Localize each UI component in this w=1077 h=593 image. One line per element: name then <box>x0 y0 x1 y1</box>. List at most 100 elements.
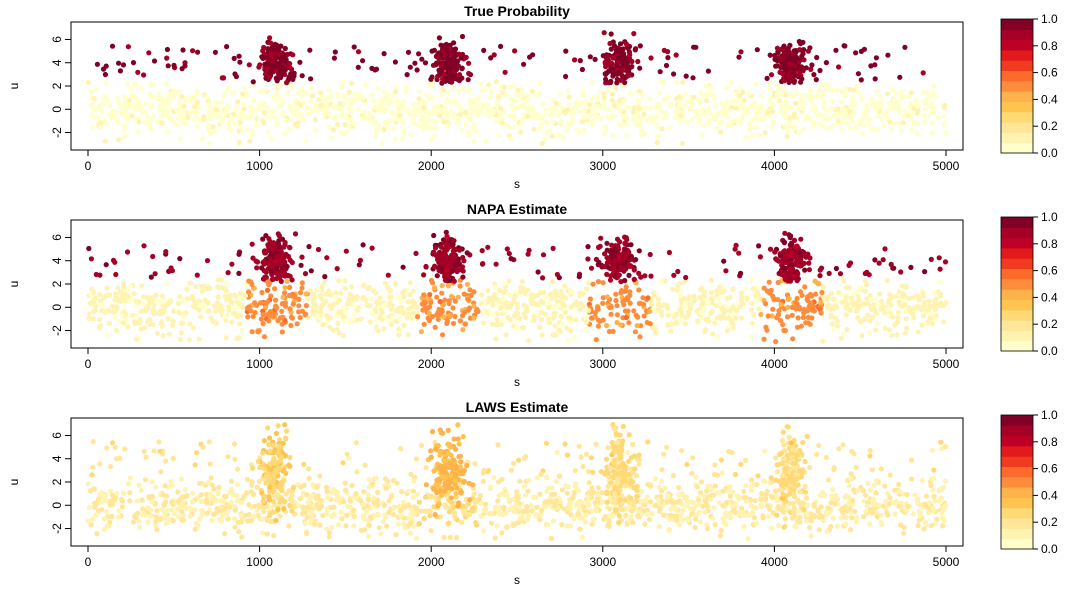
upper-point <box>324 255 330 261</box>
cluster-point <box>442 277 448 283</box>
band-point <box>511 112 517 118</box>
upper-point <box>648 55 654 61</box>
cluster-point <box>282 242 288 248</box>
band-point <box>435 109 441 115</box>
band-point <box>106 320 112 326</box>
band-point <box>586 114 592 120</box>
band-point <box>380 518 386 525</box>
band-point <box>929 120 935 126</box>
band-point <box>450 305 456 311</box>
band-point <box>801 310 807 316</box>
band-point <box>819 82 826 88</box>
upper-point <box>891 265 897 271</box>
band-point <box>511 296 517 302</box>
upper-point <box>93 271 99 278</box>
cluster-point <box>792 244 798 250</box>
upper-point <box>872 257 878 263</box>
band-point <box>110 309 116 315</box>
x-axis-label: s <box>514 375 520 389</box>
band-point <box>441 314 447 320</box>
band-point <box>135 129 141 135</box>
band-point <box>703 326 709 333</box>
band-point <box>850 95 856 101</box>
cluster-point <box>805 48 812 54</box>
band-point <box>224 108 230 115</box>
y-tick-label: -2 <box>50 127 64 138</box>
cluster-point <box>434 273 440 279</box>
band-point <box>372 133 379 139</box>
cluster-point <box>622 278 628 284</box>
upper-point <box>357 257 363 263</box>
band-point <box>381 99 387 106</box>
cluster-point <box>798 257 804 263</box>
band-point <box>682 103 688 109</box>
cluster-point <box>449 268 455 274</box>
cluster-point <box>443 75 449 81</box>
cluster-point <box>618 77 624 83</box>
band-point <box>741 488 747 495</box>
cluster-point <box>604 271 610 277</box>
band-point <box>299 113 305 119</box>
band-point <box>631 308 637 314</box>
band-point <box>86 311 92 317</box>
band-point <box>922 118 928 124</box>
band-point <box>753 293 759 299</box>
band-point <box>699 132 705 138</box>
upper-point <box>343 248 349 254</box>
band-point <box>151 307 157 313</box>
chart-title: True Probability <box>464 3 570 19</box>
band-point <box>776 308 782 314</box>
band-point <box>198 314 204 320</box>
band-point <box>684 119 691 125</box>
colorbar-segment <box>1001 39 1033 51</box>
cluster-point <box>448 65 454 71</box>
cluster-point <box>250 255 256 261</box>
cluster-point <box>772 52 778 59</box>
upper-point <box>872 76 878 82</box>
band-point <box>147 321 153 327</box>
band-point <box>927 315 933 321</box>
cluster-point <box>607 40 613 47</box>
band-point <box>153 484 159 490</box>
band-point <box>318 102 324 108</box>
band-point <box>590 516 597 522</box>
band-point <box>303 139 309 145</box>
band-point <box>337 297 343 303</box>
band-point <box>104 121 110 127</box>
band-point <box>487 94 493 100</box>
band-point <box>513 289 519 295</box>
band-point <box>896 289 902 295</box>
upper-point <box>898 269 904 275</box>
band-point <box>924 89 931 95</box>
upper-point <box>508 256 514 262</box>
cluster-point <box>268 258 274 264</box>
band-point <box>717 301 723 307</box>
band-point <box>471 315 477 321</box>
band-point <box>882 325 888 331</box>
colorbar-segment <box>1001 132 1033 144</box>
band-point <box>822 99 828 105</box>
upper-point <box>150 253 156 260</box>
band-point <box>153 523 159 529</box>
cluster-point <box>450 55 456 61</box>
band-point <box>292 97 298 103</box>
band-point <box>546 320 553 326</box>
band-point <box>186 337 192 343</box>
band-point <box>648 115 654 121</box>
band-point <box>714 333 721 340</box>
cluster-point <box>284 80 290 86</box>
cluster-point <box>793 54 800 60</box>
band-point <box>545 300 551 306</box>
band-point <box>450 320 457 327</box>
band-point <box>531 126 537 132</box>
band-point <box>202 297 208 303</box>
band-point <box>88 89 94 95</box>
band-point <box>707 85 713 91</box>
band-point <box>406 311 412 318</box>
band-point <box>194 123 200 129</box>
band-point <box>724 488 731 494</box>
x-tick-label: 2000 <box>418 159 445 173</box>
band-point <box>492 535 498 541</box>
band-point <box>196 298 202 304</box>
cluster-point <box>608 273 614 279</box>
